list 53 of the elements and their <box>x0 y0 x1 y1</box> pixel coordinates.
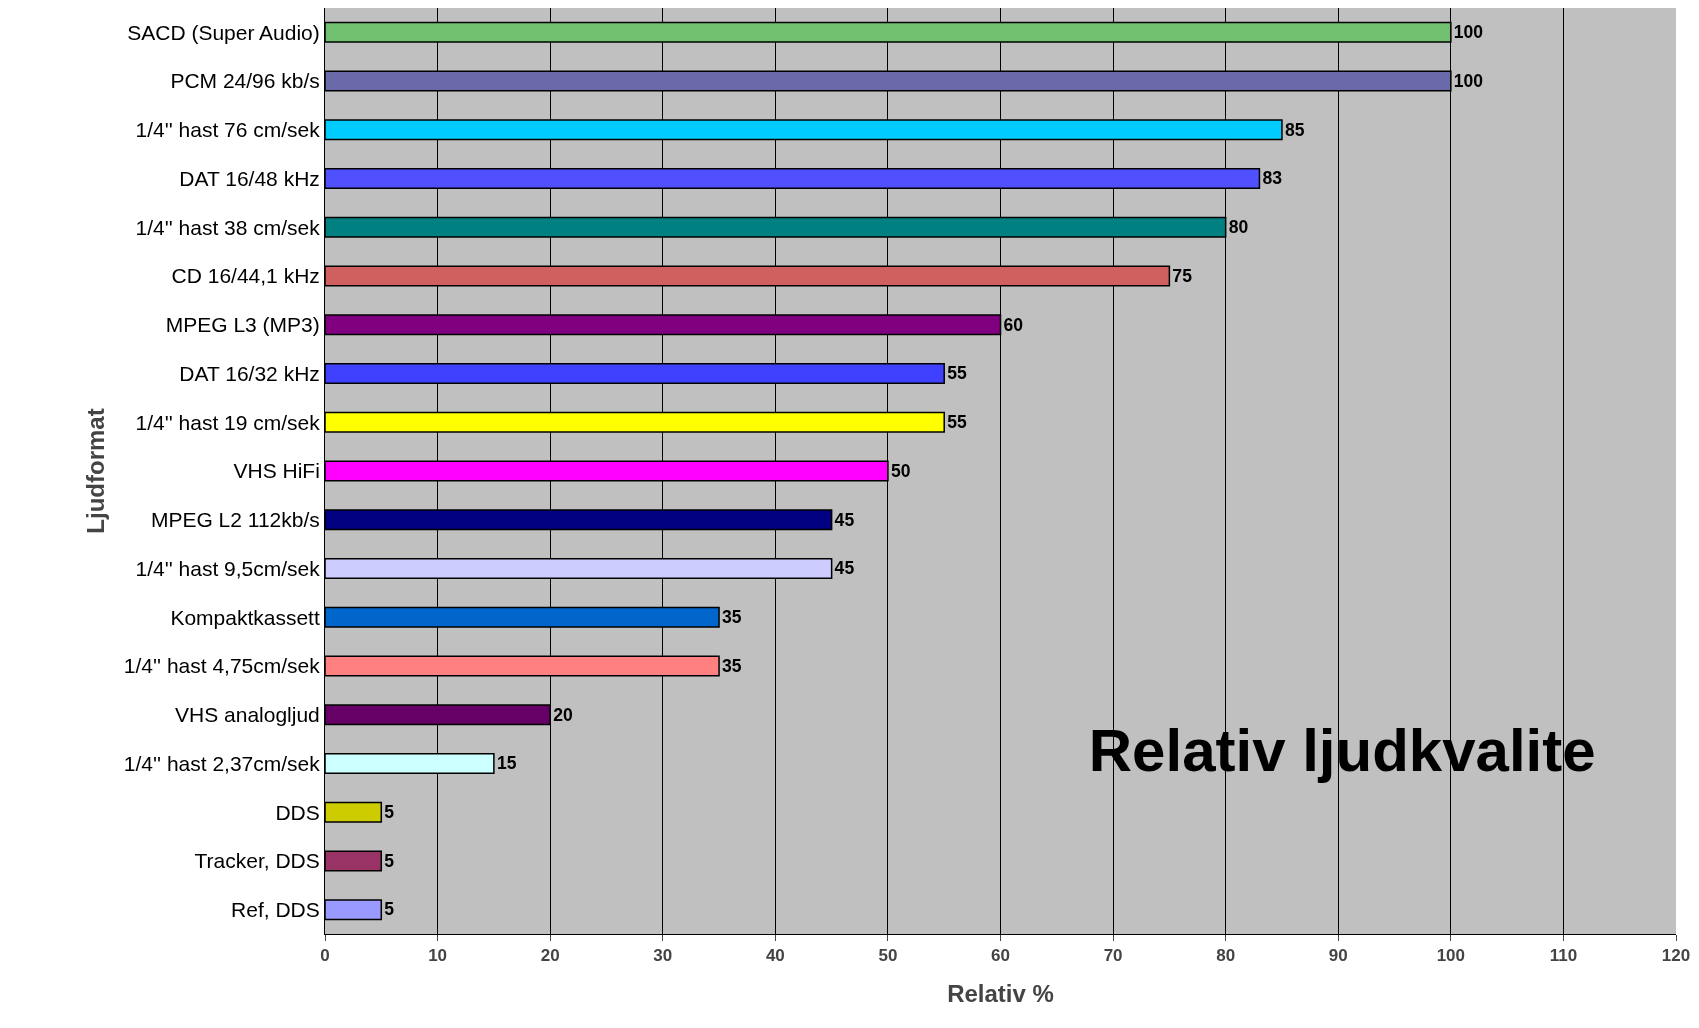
x-axis-title: Relativ % <box>947 979 1054 1007</box>
y-tick-label: 1/4'' hast 2,37cm/sek <box>123 751 321 775</box>
y-tick-label: VHS analogljud <box>175 703 320 727</box>
y-tick-label: PCM 24/96 kb/s <box>170 69 320 93</box>
data-label: 5 <box>384 850 395 871</box>
y-tick-label: CD 16/44,1 kHz <box>171 264 320 288</box>
x-tick-label: 60 <box>991 946 1010 966</box>
y-tick-label: DAT 16/48 kHz <box>179 166 320 190</box>
data-label: 35 <box>722 655 742 676</box>
y-tick-label: DDS <box>275 800 320 824</box>
x-tick-label: 20 <box>540 946 560 966</box>
y-tick-label: Tracker, DDS <box>194 849 320 873</box>
y-tick-label: MPEG L2 112kb/s <box>150 508 320 532</box>
y-tick-label: 1/4'' hast 38 cm/sek <box>135 215 321 239</box>
x-tick-label: 30 <box>653 946 673 966</box>
x-tick-label: 100 <box>1436 946 1466 966</box>
data-label: 45 <box>834 509 855 530</box>
data-label: 55 <box>947 412 967 433</box>
x-tick-label: 0 <box>320 946 330 966</box>
data-label: 100 <box>1453 70 1484 91</box>
data-label: 5 <box>384 899 395 920</box>
x-tick-label: 50 <box>878 946 898 966</box>
y-tick-label: VHS HiFi <box>233 459 320 483</box>
data-label: 50 <box>890 460 911 481</box>
y-tick-label: Ref, DDS <box>231 897 320 921</box>
y-tick-label: MPEG L3 (MP3) <box>165 313 320 337</box>
x-tick-label: 120 <box>1661 946 1691 966</box>
data-label: 80 <box>1228 217 1249 238</box>
data-label: 15 <box>496 753 517 774</box>
data-label: 85 <box>1284 119 1305 140</box>
y-tick-label: 1/4'' hast 76 cm/sek <box>135 118 321 142</box>
y-tick-label: 1/4'' hast 19 cm/sek <box>135 410 321 434</box>
y-tick-label: Kompaktkassett <box>170 605 320 629</box>
y-tick-label: DAT 16/32 kHz <box>179 361 320 385</box>
data-label: 5 <box>384 802 395 823</box>
data-label: 75 <box>1172 265 1193 286</box>
data-label: 55 <box>947 363 967 384</box>
x-tick-label: 90 <box>1328 946 1348 966</box>
data-label: 83 <box>1262 168 1283 189</box>
x-tick-label: 70 <box>1103 946 1123 966</box>
y-tick-label: 1/4'' hast 4,75cm/sek <box>123 654 321 678</box>
y-tick-label: SACD (Super Audio) <box>127 20 320 44</box>
x-tick-label: 10 <box>428 946 448 966</box>
data-label: 60 <box>1003 314 1024 335</box>
x-tick-label: 80 <box>1216 946 1236 966</box>
x-tick-label: 40 <box>765 946 785 966</box>
data-label: 100 <box>1453 22 1484 43</box>
data-label: 35 <box>722 607 742 628</box>
data-label: 20 <box>553 704 573 725</box>
x-tick-label: 110 <box>1549 946 1578 966</box>
y-tick-label: 1/4'' hast 9,5cm/sek <box>135 556 321 580</box>
data-label: 45 <box>834 558 855 579</box>
y-axis-title: Ljudformat <box>81 408 109 534</box>
